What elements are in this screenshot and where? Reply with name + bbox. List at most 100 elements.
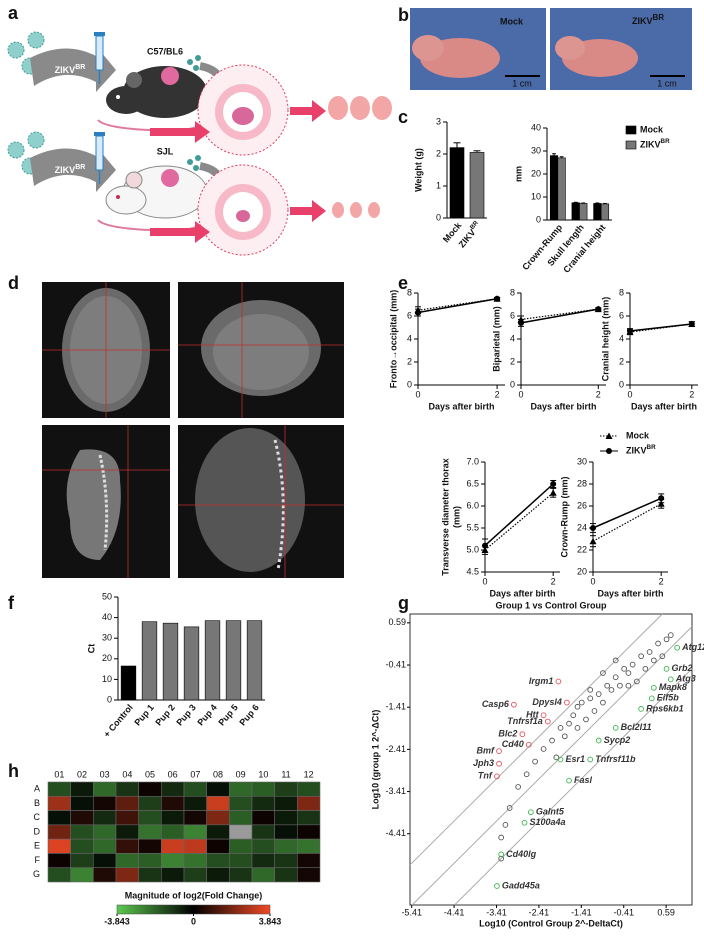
x-tick-label: + Control	[102, 702, 135, 739]
group-superscript: BR	[653, 13, 665, 22]
point-label: Fasl	[574, 775, 593, 785]
point	[595, 737, 602, 744]
y-tick-label: 20	[102, 653, 112, 663]
marker	[627, 327, 633, 334]
marker	[589, 537, 597, 545]
y-tick-label: 5.5	[466, 522, 479, 532]
y-tick-label: 26	[577, 500, 587, 510]
heatmap-cell	[93, 853, 117, 869]
bar	[449, 147, 465, 219]
y-tick-label: -1.41	[385, 702, 406, 712]
point	[591, 708, 598, 714]
heatmap-cell	[229, 824, 253, 840]
x-tick-label: -2.41	[529, 907, 550, 917]
bar	[120, 665, 137, 701]
fold-line	[409, 613, 663, 866]
y-tick-label: 24	[577, 522, 587, 532]
heatmap-cell	[47, 867, 71, 883]
x-tick-label: 0.59	[657, 907, 675, 917]
point-label: Bcl2l11	[621, 722, 652, 732]
colorbar	[116, 904, 271, 915]
x-axis-label: Days after birth	[530, 401, 596, 411]
heatmap-cell	[138, 795, 162, 811]
series-line	[484, 483, 554, 547]
y-tick-label: -2.41	[385, 744, 406, 754]
heatmap-cell	[183, 795, 207, 811]
virus-name: ZIKV	[55, 65, 76, 75]
heatmap-cell	[70, 853, 94, 869]
row-label: C	[34, 812, 41, 822]
point	[578, 699, 585, 706]
heatmap-cell	[297, 853, 321, 869]
marker	[482, 542, 488, 549]
point	[498, 855, 505, 862]
heatmap-cell	[70, 824, 94, 840]
heatmap-cell	[161, 795, 185, 811]
marker	[590, 525, 596, 531]
point	[638, 653, 644, 660]
colorbar-tick-label: 3.843	[259, 916, 282, 926]
superscript: BR	[469, 219, 480, 231]
legend-swatch	[625, 125, 637, 135]
point-label: Htt	[526, 710, 539, 720]
panel-label: a	[8, 3, 19, 23]
point	[648, 695, 655, 702]
panel-label: c	[398, 107, 408, 127]
heatmap-cell	[93, 810, 117, 826]
y-tick-label: -0.41	[385, 659, 406, 669]
point	[574, 703, 581, 710]
point-label: Casp6	[482, 699, 510, 709]
y-axis-label: Ct	[86, 644, 96, 654]
heatmap-cell	[115, 781, 139, 797]
y-tick-label: 10	[531, 191, 541, 201]
heatmap-cell	[115, 853, 139, 869]
ct-images	[42, 282, 344, 578]
series-line	[520, 308, 599, 321]
point	[498, 834, 505, 841]
panel-label: h	[8, 761, 19, 781]
heatmap-cell	[138, 867, 162, 883]
point	[625, 670, 632, 676]
legend-swatch	[625, 140, 637, 150]
y-tick-label: 7.0	[466, 456, 479, 466]
x-tick-label: -3.41	[486, 907, 507, 917]
heatmap-cell	[138, 838, 162, 854]
virus-strain: BR	[75, 164, 85, 171]
column-label: 08	[213, 769, 223, 779]
x-tick-label: 2	[659, 576, 664, 586]
y-tick-label: 0	[510, 379, 515, 389]
point	[557, 725, 564, 731]
heatmap-cell	[70, 838, 94, 854]
y-tick-label: 2	[407, 356, 412, 366]
y-tick-label: 4	[619, 333, 624, 343]
heatmap-cell	[70, 795, 94, 811]
bar	[183, 626, 200, 701]
strain-label: SJL	[157, 146, 174, 156]
fold-line	[454, 668, 693, 906]
y-axis-label: (mm)	[451, 506, 461, 528]
heatmap-cell	[251, 824, 275, 840]
point	[574, 725, 581, 731]
bar	[579, 203, 588, 221]
superscript: BR	[661, 138, 671, 145]
heatmap-cell	[161, 781, 185, 797]
column-label: 11	[281, 769, 290, 779]
y-tick-label: 5.0	[466, 544, 479, 554]
heatmap-cell	[161, 810, 185, 826]
x-tick-label: Pup 5	[216, 702, 239, 727]
y-axis-label: Fronto→occipital (mm)	[388, 290, 398, 389]
y-axis-label: mm	[513, 166, 523, 182]
heatmap-cell	[297, 867, 321, 883]
heatmap-cell	[251, 781, 275, 797]
x-tick-label: 2	[689, 389, 694, 399]
heatmap-cell	[115, 795, 139, 811]
point	[540, 746, 547, 752]
x-tick-label: -1.41	[571, 907, 592, 917]
marker	[518, 319, 524, 326]
y-tick-label: 8	[510, 287, 515, 297]
virus-name: ZIKV	[55, 165, 76, 175]
y-tick-label: 28	[577, 478, 587, 488]
y-tick-label: 3	[436, 116, 441, 126]
marker	[657, 500, 665, 507]
marker	[550, 481, 557, 487]
